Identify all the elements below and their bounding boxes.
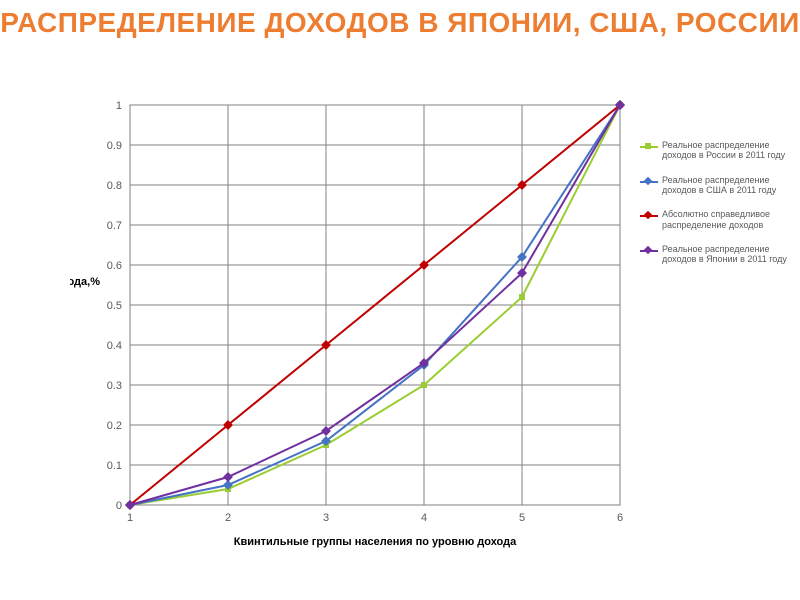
chart-title: РАСПРЕДЕЛЕНИЕ ДОХОДОВ В ЯПОНИИ, США, РОС… [0, 8, 800, 39]
legend-swatch-absolute [640, 211, 658, 221]
series-marker-russia [421, 382, 427, 388]
legend-swatch-japan [640, 246, 658, 256]
y-tick-label: 0.7 [107, 220, 122, 232]
legend: Реальное распределение доходов в России … [640, 140, 790, 279]
legend-label: Реальное распределение доходов в Японии … [662, 244, 790, 265]
legend-swatch-russia [640, 142, 658, 152]
x-tick-label: 1 [127, 512, 133, 524]
x-axis-title: Квинтильные группы населения по уровню д… [234, 536, 517, 548]
y-tick-label: 0.6 [107, 260, 122, 272]
legend-label: Реальное распределение доходов в России … [662, 140, 790, 161]
y-tick-label: 0.1 [107, 460, 122, 472]
x-tick-label: 2 [225, 512, 231, 524]
legend-item-usa: Реальное распределение доходов в США в 2… [640, 175, 790, 196]
y-tick-label: 0.3 [107, 380, 122, 392]
legend-item-absolute: Абсолютно справедливое распределение дох… [640, 209, 790, 230]
legend-swatch-usa [640, 177, 658, 187]
y-tick-label: 0.2 [107, 420, 122, 432]
chart-area: 1 2 3 4 5 6 0 0.1 0.2 0.3 0.4 0.5 0.6 0.7 0.8 0.9 1 Квинт… [70, 95, 630, 565]
y-tick-label: 0 [116, 500, 122, 512]
x-tick-label: 3 [323, 512, 329, 524]
legend-label: Реальное распределение доходов в США в 2… [662, 175, 790, 196]
legend-label: Абсолютно справедливое распределение дох… [662, 209, 790, 230]
y-tick-label: 1 [116, 100, 122, 112]
y-tick-label: 0.8 [107, 180, 122, 192]
line-chart-svg: 1 2 3 4 5 6 0 0.1 0.2 0.3 0.4 0.5 0.6 0.7 0.8 0.9 1 Квинт… [70, 95, 630, 565]
y-tick-label: 0.4 [107, 340, 122, 352]
y-axis-title: Распределения дохода,% [70, 276, 100, 288]
y-tick-label: 0.9 [107, 140, 122, 152]
y-tick-label: 0.5 [107, 300, 122, 312]
x-tick-label: 5 [519, 512, 525, 524]
series-marker-russia [519, 294, 525, 300]
x-tick-label: 6 [617, 512, 623, 524]
x-tick-label: 4 [421, 512, 427, 524]
legend-item-japan: Реальное распределение доходов в Японии … [640, 244, 790, 265]
legend-item-russia: Реальное распределение доходов в России … [640, 140, 790, 161]
